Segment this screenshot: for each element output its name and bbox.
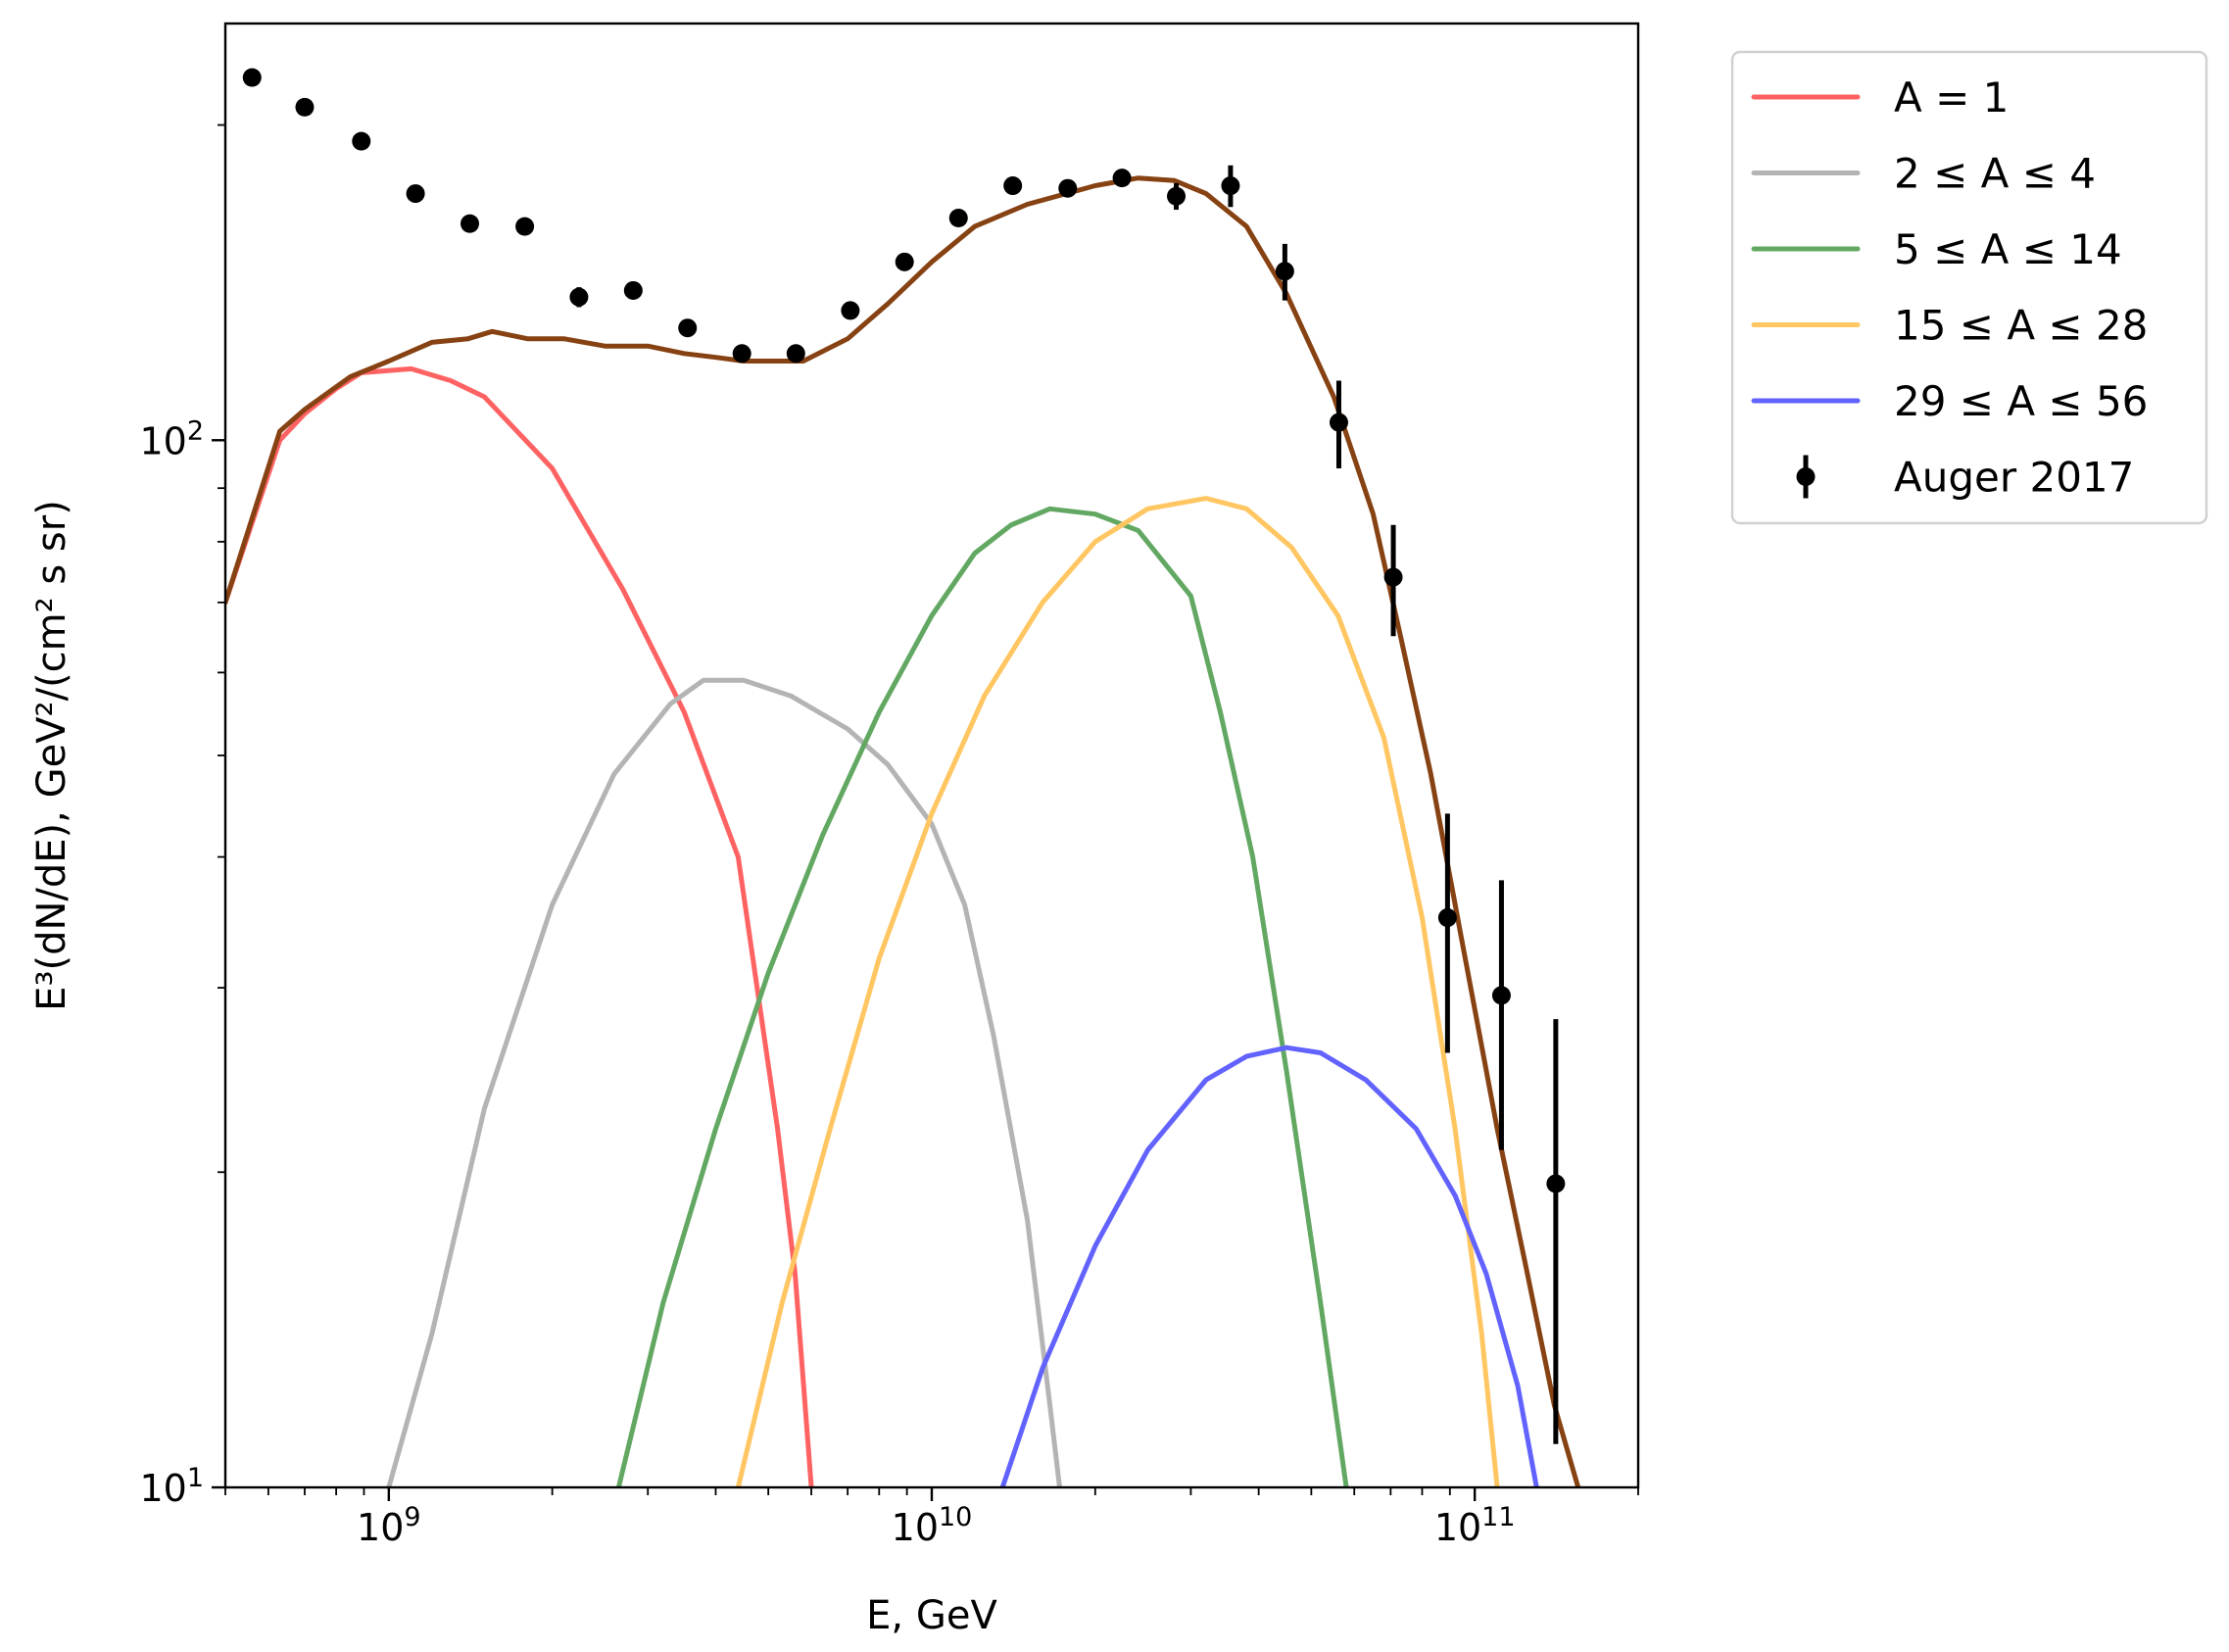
data-point <box>295 97 315 117</box>
legend-label: 5 ≤ A ≤ 14 <box>1894 225 2122 273</box>
y-tick-label: 102 <box>139 415 204 462</box>
data-point <box>242 68 262 87</box>
data-marker <box>895 252 914 271</box>
data-point <box>406 184 425 204</box>
data-marker <box>1275 262 1294 281</box>
x-axis-label: E, GeV <box>866 1593 997 1638</box>
data-marker <box>1003 176 1023 196</box>
data-point <box>678 318 698 338</box>
data-marker <box>1546 1174 1566 1193</box>
data-marker <box>460 214 480 233</box>
series-line-1 <box>386 677 1062 1487</box>
data-marker <box>1221 176 1240 196</box>
legend: A = 1 2 ≤ A ≤ 4 5 ≤ A ≤ 14 15 ≤ A ≤ 28 29 ≤ … <box>1730 50 2208 525</box>
data-marker <box>1329 413 1348 432</box>
data-point <box>1112 169 1132 188</box>
data-marker <box>1491 986 1511 1005</box>
legend-entry: 15 ≤ A ≤ 28 <box>1751 302 2148 350</box>
data-point <box>1546 1019 1566 1444</box>
data-marker <box>623 280 643 300</box>
data-marker <box>678 318 698 338</box>
data-marker <box>1058 178 1078 198</box>
data-point <box>732 344 751 364</box>
data-marker <box>242 68 262 87</box>
tick-labels: 109 1010 1011 101 102 <box>139 415 1515 1549</box>
legend-label: Auger 2017 <box>1894 454 2134 502</box>
x-tick-label: 109 <box>357 1502 421 1549</box>
legend-label: 29 ≤ A ≤ 56 <box>1894 377 2148 425</box>
series-line-2 <box>615 506 1349 1487</box>
data-marker <box>569 287 589 307</box>
series-lines <box>225 175 1581 1487</box>
data-marker <box>295 97 315 117</box>
data-marker <box>1383 567 1403 587</box>
series-line-4 <box>999 1045 1539 1487</box>
legend-entry: Auger 2017 <box>1796 454 2134 502</box>
data-marker <box>352 131 371 151</box>
data-point <box>786 344 805 364</box>
series-line-3 <box>735 496 1500 1487</box>
axis-ticks <box>212 123 1639 1501</box>
data-marker <box>948 209 968 228</box>
legend-entry: 29 ≤ A ≤ 56 <box>1751 377 2148 425</box>
data-marker <box>1112 169 1132 188</box>
data-marker <box>406 184 425 204</box>
legend-entry: 5 ≤ A ≤ 14 <box>1751 225 2122 273</box>
legend-entry: 2 ≤ A ≤ 4 <box>1751 150 2096 198</box>
data-marker <box>732 344 751 364</box>
series-line-5 <box>225 175 1581 1487</box>
data-point <box>623 280 643 300</box>
y-tick-label: 101 <box>139 1463 204 1510</box>
x-tick-label: 1011 <box>1434 1502 1516 1549</box>
data-point <box>1491 880 1511 1150</box>
data-point <box>1275 243 1294 301</box>
data-point <box>569 287 589 308</box>
y-axis-label: E³(dN/dE), GeV²/(cm² s sr) <box>29 500 74 1011</box>
data-point <box>1003 176 1023 196</box>
x-tick-label: 1010 <box>892 1502 973 1549</box>
data-marker <box>515 217 535 236</box>
data-point <box>1167 182 1187 211</box>
legend-entry: A = 1 <box>1751 73 2009 121</box>
legend-label: 2 ≤ A ≤ 4 <box>1894 150 2096 198</box>
data-point <box>895 252 914 271</box>
data-points <box>242 68 1566 1444</box>
legend-box <box>1730 50 2208 525</box>
data-marker <box>1437 908 1457 928</box>
data-point <box>841 301 860 320</box>
data-point <box>515 217 535 236</box>
data-point <box>460 214 480 233</box>
data-marker <box>786 344 805 364</box>
data-marker <box>841 301 860 320</box>
legend-label: A = 1 <box>1894 73 2009 121</box>
data-point <box>1221 165 1240 208</box>
legend-label: 15 ≤ A ≤ 28 <box>1894 302 2148 350</box>
data-point <box>352 131 371 151</box>
legend-marker <box>1796 467 1816 486</box>
data-point <box>1437 813 1457 1053</box>
data-marker <box>1167 186 1187 206</box>
data-point <box>1329 380 1348 469</box>
data-point <box>948 209 968 228</box>
data-point <box>1383 524 1403 637</box>
series-line-0 <box>225 365 814 1487</box>
data-point <box>1058 178 1078 198</box>
